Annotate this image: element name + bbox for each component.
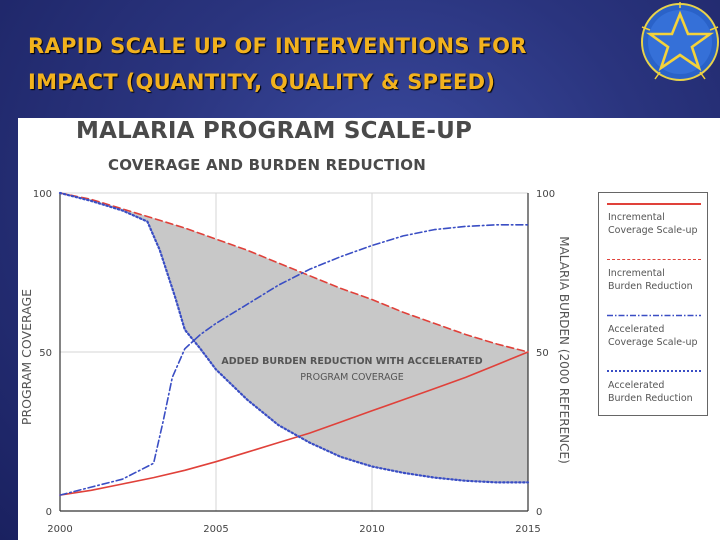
legend-label: Accelerated Burden Reduction	[608, 380, 693, 404]
legend-swatch-accelerated-coverage	[607, 314, 701, 317]
added-burden-reduction-area	[60, 193, 528, 483]
y-tick-label-left: 0	[46, 507, 52, 518]
legend-label: Accelerated Coverage Scale-up	[608, 324, 698, 348]
slide-title-line-2: IMPACT (QUANTITY, QUALITY & SPEED)	[28, 70, 496, 94]
x-tick-label: 2000	[47, 524, 72, 535]
y-axis-label-right: MALARIA BURDEN (2000 REFERENCE)	[557, 236, 571, 464]
y-tick-label-left: 50	[39, 348, 52, 359]
y-axis-label-left: PROGRAM COVERAGE	[19, 289, 34, 425]
series-line-accelerated-burden-reduction	[58, 191, 530, 484]
y-tick-label-right: 0	[536, 507, 542, 518]
chart-subtitle: COVERAGE AND BURDEN REDUCTION	[108, 156, 426, 174]
x-tick-label: 2005	[203, 524, 228, 535]
annotation-line-2: PROGRAM COVERAGE	[300, 372, 403, 383]
x-tick-label: 2015	[515, 524, 540, 535]
slide-title-line-1: RAPID SCALE UP OF INTERVENTIONS FOR	[28, 34, 527, 58]
legend-swatch-incremental-burden	[607, 259, 701, 260]
y-tick-label-left: 100	[33, 189, 52, 200]
series-line-accelerated-coverage-scale-up	[59, 224, 529, 496]
y-tick-label-right: 100	[536, 189, 555, 200]
legend-swatch-incremental-coverage	[607, 203, 701, 205]
chart-legend: Incremental Coverage Scale-up Incrementa…	[598, 192, 708, 416]
y-tick-label-right: 50	[536, 348, 549, 359]
slide-title: RAPID SCALE UP OF INTERVENTIONS FOR IMPA…	[28, 28, 648, 100]
legend-label: Incremental Burden Reduction	[608, 268, 693, 292]
annotation-line-1: ADDED BURDEN REDUCTION WITH ACCELERATED	[221, 356, 482, 367]
series-line-incremental-coverage-scale-up	[59, 351, 529, 496]
legend-swatch-accelerated-burden	[607, 370, 701, 372]
x-tick-label: 2010	[359, 524, 384, 535]
series-line-incremental-burden-reduction	[59, 192, 529, 353]
chart-title: MALARIA PROGRAM SCALE-UP	[76, 118, 473, 144]
legend-label: Incremental Coverage Scale-up	[608, 212, 698, 236]
ethiopia-star-emblem-icon	[641, 2, 719, 81]
